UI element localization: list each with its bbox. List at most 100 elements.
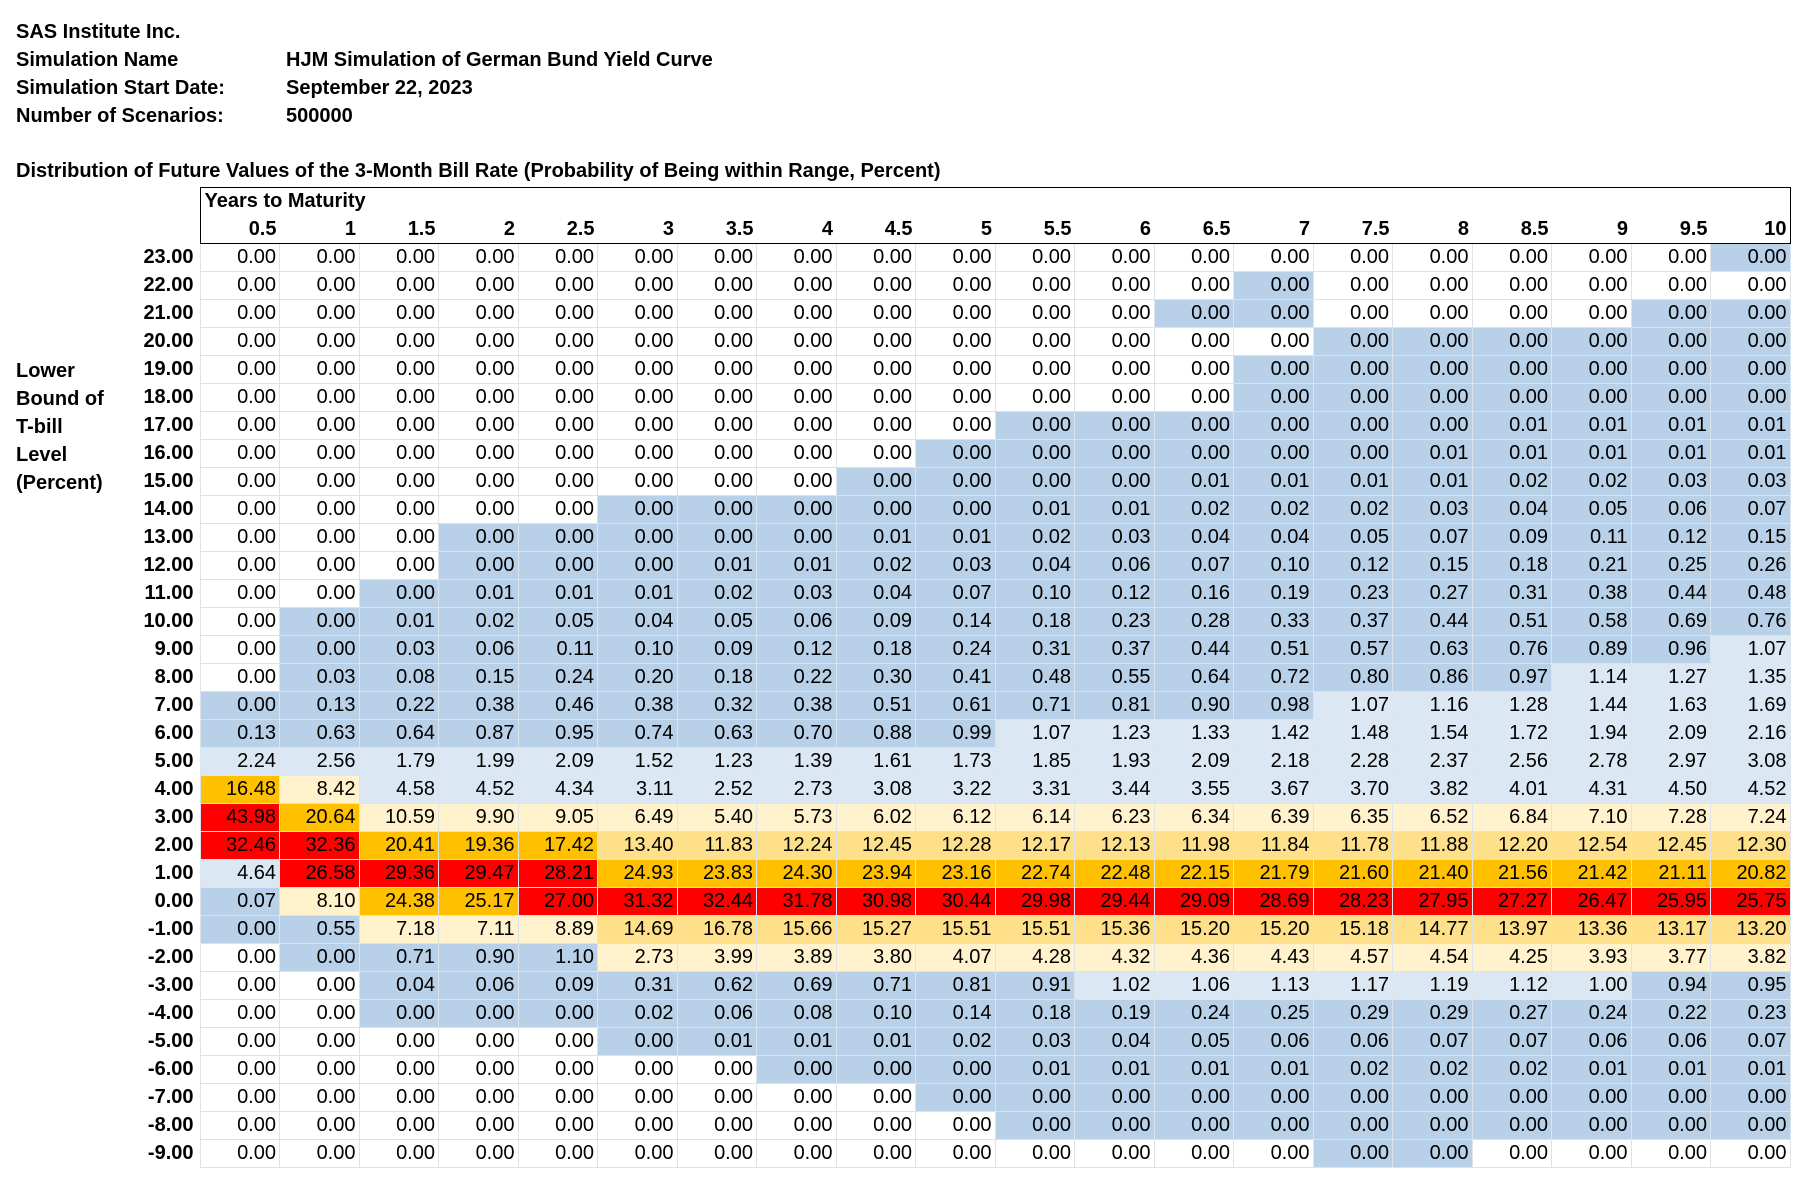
table-cell[interactable]: 0.63 xyxy=(279,719,360,748)
table-cell[interactable]: 0.31 xyxy=(1471,579,1552,608)
table-cell[interactable]: 0.03 xyxy=(279,663,360,692)
table-cell[interactable]: 0.00 xyxy=(1471,1139,1552,1168)
table-cell[interactable]: 6.84 xyxy=(1471,803,1552,832)
table-cell[interactable]: 5.73 xyxy=(756,803,837,832)
table-cell[interactable]: 0.76 xyxy=(1710,607,1791,636)
table-cell[interactable]: 0.00 xyxy=(1630,299,1711,328)
table-cell[interactable]: 0.00 xyxy=(1074,299,1155,328)
column-header[interactable]: 9.5 xyxy=(1631,215,1711,244)
table-cell[interactable]: 0.02 xyxy=(1312,495,1393,524)
table-cell[interactable]: 0.22 xyxy=(1630,999,1711,1028)
table-cell[interactable]: 1.28 xyxy=(1471,691,1552,720)
table-cell[interactable]: 1.10 xyxy=(517,943,598,972)
table-cell[interactable]: 0.00 xyxy=(358,551,439,580)
table-cell[interactable]: 0.00 xyxy=(597,1083,678,1112)
table-cell[interactable]: 0.55 xyxy=(279,915,360,944)
table-cell[interactable]: 0.00 xyxy=(358,1027,439,1056)
table-cell[interactable]: 0.71 xyxy=(358,943,439,972)
table-cell[interactable]: 0.00 xyxy=(835,1083,916,1112)
column-header[interactable]: 2 xyxy=(438,215,518,244)
table-cell[interactable]: 0.00 xyxy=(1074,411,1155,440)
table-cell[interactable]: 0.00 xyxy=(199,1055,280,1084)
column-header[interactable]: 4.5 xyxy=(836,215,916,244)
table-cell[interactable]: 12.30 xyxy=(1710,831,1791,860)
table-cell[interactable]: 0.00 xyxy=(1630,271,1711,300)
table-cell[interactable]: 0.00 xyxy=(994,383,1075,412)
column-header[interactable]: 2.5 xyxy=(518,215,598,244)
table-cell[interactable]: 0.00 xyxy=(994,439,1075,468)
table-cell[interactable]: 0.00 xyxy=(994,299,1075,328)
table-cell[interactable]: 0.00 xyxy=(279,439,360,468)
table-cell[interactable]: 0.01 xyxy=(756,1027,837,1056)
table-cell[interactable]: 0.00 xyxy=(915,327,996,356)
table-cell[interactable]: 0.23 xyxy=(1710,999,1791,1028)
table-cell[interactable]: 0.01 xyxy=(438,579,519,608)
table-cell[interactable]: 0.00 xyxy=(835,1111,916,1140)
table-cell[interactable]: 0.00 xyxy=(199,551,280,580)
column-header[interactable]: 5.5 xyxy=(995,215,1075,244)
table-cell[interactable]: 0.05 xyxy=(676,607,757,636)
table-cell[interactable]: 0.00 xyxy=(438,1027,519,1056)
table-cell[interactable]: 0.81 xyxy=(915,971,996,1000)
table-cell[interactable]: 0.00 xyxy=(1153,1111,1234,1140)
table-cell[interactable]: 0.15 xyxy=(1392,551,1473,580)
table-cell[interactable]: 0.00 xyxy=(915,243,996,272)
table-cell[interactable]: 0.00 xyxy=(1392,299,1473,328)
table-cell[interactable]: 0.00 xyxy=(279,579,360,608)
table-cell[interactable]: 1.13 xyxy=(1233,971,1314,1000)
table-cell[interactable]: 0.00 xyxy=(199,999,280,1028)
table-cell[interactable]: 0.01 xyxy=(1471,439,1552,468)
table-cell[interactable]: 1.07 xyxy=(1710,635,1791,664)
table-cell[interactable]: 0.00 xyxy=(676,439,757,468)
table-cell[interactable]: 0.00 xyxy=(1710,327,1791,356)
table-cell[interactable]: 0.00 xyxy=(517,1055,598,1084)
table-cell[interactable]: 3.82 xyxy=(1710,943,1791,972)
row-header[interactable]: 18.00 xyxy=(143,386,194,408)
table-cell[interactable]: 0.07 xyxy=(1153,551,1234,580)
table-cell[interactable]: 0.00 xyxy=(517,327,598,356)
table-cell[interactable]: 0.01 xyxy=(1233,1055,1314,1084)
table-cell[interactable]: 0.24 xyxy=(517,663,598,692)
table-cell[interactable]: 0.44 xyxy=(1153,635,1234,664)
table-cell[interactable]: 0.00 xyxy=(1710,299,1791,328)
table-cell[interactable]: 0.00 xyxy=(676,355,757,384)
table-cell[interactable]: 11.98 xyxy=(1153,831,1234,860)
table-cell[interactable]: 15.51 xyxy=(994,915,1075,944)
table-cell[interactable]: 21.79 xyxy=(1233,859,1314,888)
table-cell[interactable]: 0.00 xyxy=(1233,1083,1314,1112)
table-cell[interactable]: 0.12 xyxy=(756,635,837,664)
table-cell[interactable]: 0.00 xyxy=(835,271,916,300)
table-cell[interactable]: 0.46 xyxy=(517,691,598,720)
table-cell[interactable]: 0.00 xyxy=(676,411,757,440)
table-cell[interactable]: 0.01 xyxy=(1630,439,1711,468)
table-cell[interactable]: 30.44 xyxy=(915,887,996,916)
table-cell[interactable]: 0.00 xyxy=(358,579,439,608)
table-cell[interactable]: 0.02 xyxy=(438,607,519,636)
table-cell[interactable]: 32.44 xyxy=(676,887,757,916)
table-cell[interactable]: 2.73 xyxy=(597,943,678,972)
table-cell[interactable]: 23.94 xyxy=(835,859,916,888)
table-cell[interactable]: 0.00 xyxy=(1074,327,1155,356)
table-cell[interactable]: 0.00 xyxy=(1153,411,1234,440)
table-cell[interactable]: 0.00 xyxy=(1471,383,1552,412)
table-cell[interactable]: 0.00 xyxy=(199,691,280,720)
table-cell[interactable]: 0.00 xyxy=(1551,1139,1632,1168)
table-cell[interactable]: 13.40 xyxy=(597,831,678,860)
table-cell[interactable]: 0.16 xyxy=(1153,579,1234,608)
table-cell[interactable]: 11.83 xyxy=(676,831,757,860)
table-cell[interactable]: 15.66 xyxy=(756,915,837,944)
table-cell[interactable]: 0.06 xyxy=(756,607,837,636)
table-cell[interactable]: 8.89 xyxy=(517,915,598,944)
row-header[interactable]: 4.00 xyxy=(154,778,194,800)
table-cell[interactable]: 0.30 xyxy=(835,663,916,692)
table-cell[interactable]: 0.00 xyxy=(279,523,360,552)
table-cell[interactable]: 0.48 xyxy=(1710,579,1791,608)
table-cell[interactable]: 3.22 xyxy=(915,775,996,804)
table-cell[interactable]: 0.99 xyxy=(915,719,996,748)
table-cell[interactable]: 0.00 xyxy=(835,383,916,412)
table-cell[interactable]: 1.17 xyxy=(1312,971,1393,1000)
table-cell[interactable]: 0.00 xyxy=(597,243,678,272)
table-cell[interactable]: 0.00 xyxy=(994,467,1075,496)
table-cell[interactable]: 0.31 xyxy=(994,635,1075,664)
table-cell[interactable]: 0.00 xyxy=(199,523,280,552)
